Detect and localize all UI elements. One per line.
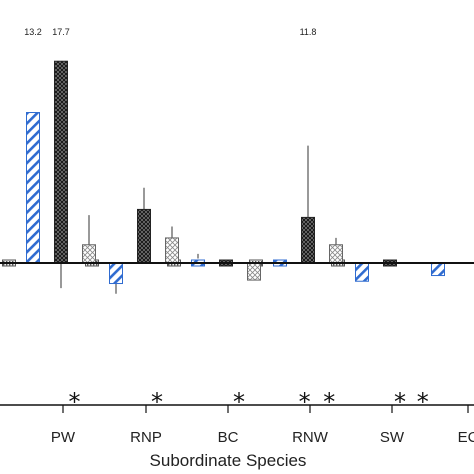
bar-ec-1	[431, 262, 445, 277]
bar-rnp-3	[165, 237, 179, 264]
bar-pw-3	[82, 244, 96, 264]
bar-pw-2	[54, 60, 68, 264]
data-labels: 13.2 17.7 11.8	[24, 27, 316, 37]
significance-star: *	[394, 388, 406, 416]
x-tick-label: SW	[380, 429, 405, 446]
significance-star: *	[323, 388, 335, 416]
significance-star: *	[151, 388, 163, 416]
significance-star: *	[299, 388, 311, 416]
bar-rnw-2	[301, 216, 315, 264]
significance-markers: * * * * * * *	[69, 388, 429, 416]
x-axis-title: Subordinate Species	[150, 451, 307, 470]
significance-star: *	[69, 388, 81, 416]
significance-star: *	[233, 388, 245, 416]
bar-rnp-2	[137, 208, 151, 264]
bar-rnp-1	[109, 262, 123, 285]
x-tick-label: EC	[458, 429, 474, 446]
bar-sw-1	[355, 262, 369, 282]
x-tick-label: BC	[218, 429, 239, 446]
bar-pw-1	[26, 112, 40, 264]
x-tick-label: RNP	[130, 429, 162, 446]
data-label: 17.7	[52, 27, 70, 37]
x-tick-label: PW	[51, 429, 76, 446]
data-label: 11.8	[300, 27, 317, 37]
x-axis-ticks: PW RNP BC RNW SW EC	[51, 405, 474, 446]
x-tick-label: RNW	[292, 429, 329, 446]
bars	[2, 60, 445, 285]
significance-star: *	[417, 388, 429, 416]
data-label: 13.2	[24, 27, 42, 37]
error-bars	[60, 145, 337, 294]
bar-bc-3	[247, 262, 261, 281]
bar-rnw-3	[329, 244, 343, 264]
